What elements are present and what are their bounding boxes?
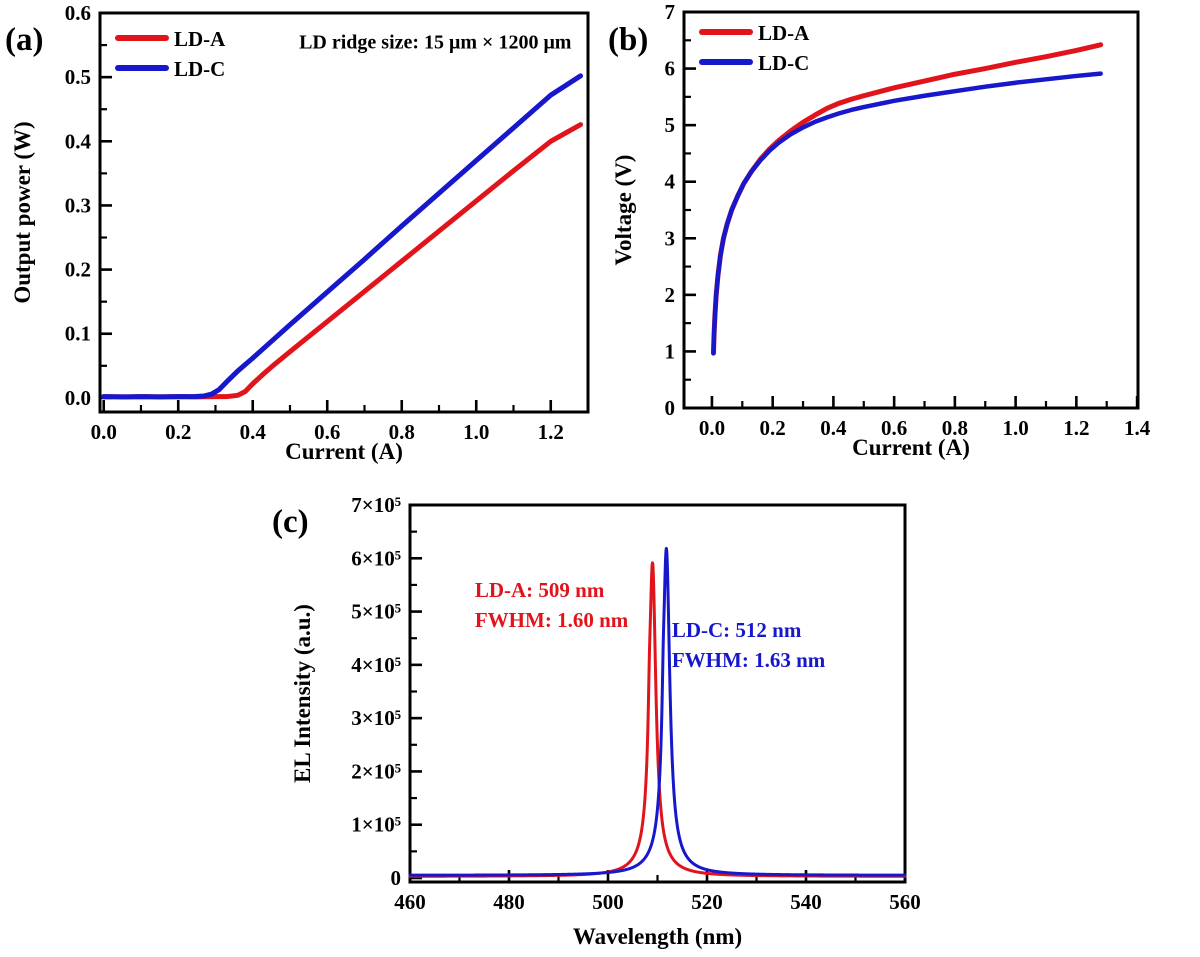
y-tick-label: 0.5 [65,65,91,89]
y-tick-label: 4 [665,170,676,194]
series-line-ld-c [711,71,1103,356]
legend-item: LD-C [699,51,809,75]
annotation-text: FWHM: 1.60 nm [475,608,629,632]
panel-a-output-power-chart: 0.0 0.2 0.4 0.6 0.8 1.0 1.2 0.0 0.1 0.2 0.3 0.4 0.5 0… [5,1,590,464]
axes-frame [98,11,590,414]
panel-b-voltage-chart: 0.0 0.2 0.4 0.6 0.8 1.0 1.2 1.4 0 1 2 3 4 5 6 7 Current … [608,0,1151,460]
y-tick-label: 7×10⁵ [351,493,401,517]
x-tick-label: 0.2 [760,416,786,440]
x-tick-label: 0.0 [91,420,117,444]
y-tick-label: 1×10⁵ [351,813,401,837]
annotation-text: FWHM: 1.63 nm [672,648,826,672]
x-tick-label: 1.2 [1063,416,1089,440]
x-tick-label: 500 [592,890,624,914]
y-tick-label: 0.2 [65,258,91,282]
panel-c-el-spectrum-chart: 460 480 500 520 540 560 0 1×10⁵ 2×10⁵ 3×10⁵ 4×10⁵ 5… [272,493,921,949]
series-line-ld-a [101,122,584,400]
y-tick-label: 7 [665,0,676,24]
y-tick-label: 5×10⁵ [351,600,401,624]
x-tick-label: 0.6 [881,416,907,440]
annotation-text: LD ridge size: 15 μm × 1200 μm [299,31,572,53]
x-tick-label: 0.4 [240,420,267,444]
series-line-ld-a [710,42,1104,356]
y-tick-label: 0 [665,396,676,420]
y-tick-label: 0.1 [65,322,91,346]
legend-label: LD-A [174,27,226,51]
x-tick-label: 480 [493,890,525,914]
x-axis-title: Current (A) [285,439,403,464]
y-tick-label: 0.4 [65,129,92,153]
y-tick-label: 2×10⁵ [351,759,401,783]
y-tick-label: 6 [665,57,676,81]
x-tick-label: 540 [790,890,822,914]
y-axis-title: EL Intensity (a.u.) [290,604,315,783]
legend-item: LD-C [115,57,225,81]
x-tick-label: 1.4 [1124,416,1151,440]
x-tick-label: 460 [394,890,426,914]
y-tick-label: 3 [665,226,676,250]
legend-item: LD-A [115,27,226,51]
y-tick-label: 5 [665,113,676,137]
y-tick-label: 1 [665,339,676,363]
legend-item: LD-A [699,21,810,45]
x-tick-label: 1.0 [1002,416,1028,440]
y-tick-label: 3×10⁵ [351,706,401,730]
series-line-ld-c [408,546,907,877]
panel-label: (b) [608,22,648,58]
y-tick-label: 4×10⁵ [351,653,401,677]
legend-label: LD-A [758,21,810,45]
x-tick-label: 0.2 [165,420,191,444]
y-tick-label: 0 [391,866,402,890]
legend-label: LD-C [758,51,809,75]
y-tick-label: 0.6 [65,1,91,25]
legend-label: LD-C [174,57,225,81]
axes-frame [682,10,1140,410]
x-tick-label: 0.6 [314,420,340,444]
x-axis-title: Wavelength (nm) [573,924,742,949]
annotation-text: LD-A: 509 nm [475,578,605,602]
series-line-ld-c [101,73,584,400]
x-axis-title: Current (A) [852,435,970,460]
y-axis-title: Output power (W) [10,121,35,303]
y-tick-label: 2 [665,283,676,307]
x-tick-label: 560 [889,890,921,914]
x-tick-label: 520 [691,890,723,914]
panel-label: (c) [272,504,309,540]
y-tick-label: 0.3 [65,193,91,217]
y-tick-label: 0.0 [65,386,91,410]
x-tick-label: 0.8 [389,420,415,444]
x-tick-label: 0.4 [820,416,847,440]
x-tick-label: 1.2 [538,420,564,444]
y-axis-title: Voltage (V) [611,155,636,266]
x-tick-label: 1.0 [463,420,489,444]
panel-label: (a) [5,22,43,58]
annotation-text: LD-C: 512 nm [672,618,802,642]
x-tick-label: 0.8 [942,416,968,440]
x-tick-label: 0.0 [699,416,725,440]
y-tick-label: 6×10⁵ [351,546,401,570]
axes-frame [408,503,907,884]
